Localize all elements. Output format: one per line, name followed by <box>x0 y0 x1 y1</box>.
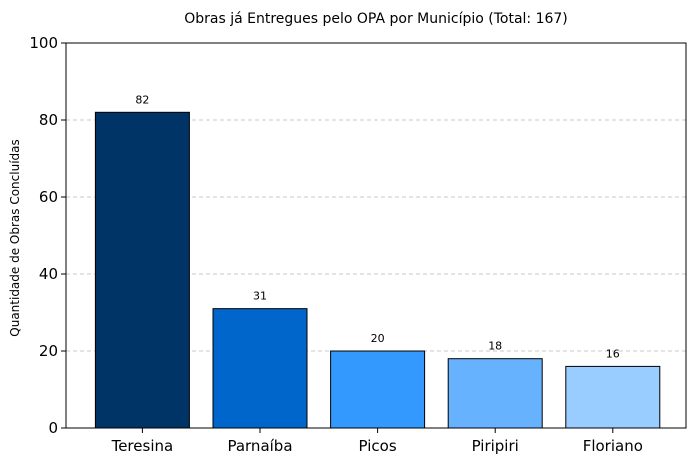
x-tick-label: Piripiri <box>472 437 519 455</box>
x-tick-label: Teresina <box>111 437 174 455</box>
y-tick-label: 40 <box>39 265 58 283</box>
chart-title: Obras já Entregues pelo OPA por Municípi… <box>184 11 568 27</box>
x-tick-label: Picos <box>359 437 397 455</box>
y-tick-label: 100 <box>29 34 58 52</box>
y-tick-label: 80 <box>39 111 58 129</box>
y-axis-label: Quantidade de Obras Concluídas <box>8 139 22 336</box>
y-tick-label: 0 <box>48 419 58 437</box>
plot-frame <box>65 42 687 429</box>
bar-piripiri <box>447 358 543 429</box>
data-label: 31 <box>253 290 267 303</box>
bar-picos <box>330 350 426 429</box>
x-ticks: Teresina Parnaíba Picos Piripiri Floriano <box>111 428 643 455</box>
y-ticks: 0 20 40 60 80 100 <box>29 34 66 437</box>
data-labels: 82 31 20 18 16 <box>135 93 619 360</box>
data-label: 18 <box>488 340 502 353</box>
data-label: 20 <box>371 332 385 345</box>
y-tick-label: 20 <box>39 342 58 360</box>
x-tick-label: Parnaíba <box>227 437 292 455</box>
y-tick-label: 60 <box>39 188 58 206</box>
data-label: 82 <box>135 93 149 106</box>
bar-parnaíba <box>212 308 308 429</box>
bar-floriano <box>565 365 661 429</box>
x-tick-label: Floriano <box>583 437 643 455</box>
data-label: 16 <box>606 347 620 360</box>
bars <box>94 111 661 429</box>
bar-teresina <box>94 111 190 429</box>
